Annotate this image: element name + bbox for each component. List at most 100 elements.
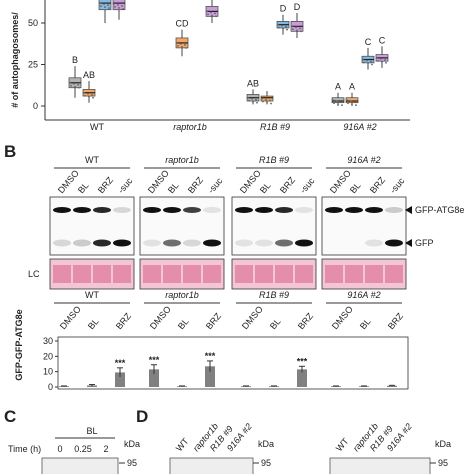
blot: [41, 457, 119, 474]
lane-label: BRZ: [368, 175, 388, 196]
jitter-point: [256, 101, 258, 104]
arrowhead: [405, 206, 412, 214]
treatment-label: BL: [176, 316, 191, 331]
jitter-point: [211, 14, 213, 17]
stain: [345, 265, 363, 283]
lane-label: -suc: [298, 175, 317, 195]
y-tick-label: 25: [28, 60, 38, 70]
significance-letter: B: [72, 55, 78, 65]
stain: [113, 265, 131, 283]
jitter-point: [296, 29, 298, 32]
jitter-point: [381, 60, 383, 63]
jitter-point: [371, 63, 373, 66]
band: [163, 239, 181, 247]
genotype-header: WT: [85, 290, 99, 300]
band: [143, 207, 161, 213]
bar: [149, 369, 159, 387]
jitter-point: [117, 4, 119, 6]
treatment-label: BRZ: [204, 311, 224, 332]
band-label: GFP: [415, 238, 434, 248]
jitter-point: [70, 84, 72, 87]
band: [53, 239, 71, 247]
stain: [275, 265, 293, 283]
significance: ***: [115, 358, 126, 368]
significance: ***: [297, 356, 308, 366]
lane-label: BL: [258, 180, 273, 195]
stain: [183, 265, 201, 283]
genotype-header: 916A #2: [347, 155, 380, 165]
lane-label: BL: [348, 180, 363, 195]
lane-label: DMSO: [328, 168, 353, 195]
jitter-point: [121, 5, 123, 7]
y-axis-label: # of autophagosomes/: [10, 12, 20, 108]
jitter-point: [92, 96, 94, 99]
significance-letter: D: [280, 4, 287, 14]
lane-label: BL: [166, 180, 181, 195]
significance-letter: AB: [83, 70, 95, 80]
stain: [163, 265, 181, 283]
band: [235, 239, 253, 247]
treatment-label: DMSO: [148, 304, 173, 331]
y-tick-label: 50: [28, 18, 38, 28]
stain: [93, 265, 111, 283]
jitter-point: [282, 27, 284, 30]
jitter-point: [347, 102, 349, 105]
jitter-point: [299, 27, 301, 30]
lane-label: DMSO: [56, 168, 81, 195]
lane-label: -suc: [206, 175, 225, 195]
jitter-point: [362, 58, 364, 61]
jitter-point: [255, 98, 257, 101]
band: [163, 207, 181, 213]
significance-letter: C: [365, 37, 372, 47]
marker-label: 95: [261, 458, 271, 468]
jitter-point: [278, 26, 280, 29]
lane-label: BRZ: [96, 175, 116, 196]
jitter-point: [114, 6, 116, 8]
jitter-point: [181, 46, 183, 48]
box: [331, 97, 345, 104]
treatment-label: BRZ: [114, 311, 134, 332]
jitter-point: [380, 57, 382, 60]
jitter-point: [104, 6, 106, 8]
band: [385, 239, 403, 247]
jitter-point: [176, 42, 178, 44]
category-label: raptor1b: [173, 122, 207, 132]
significance-letter: AB: [247, 78, 259, 88]
blot: [329, 457, 431, 474]
jitter-point: [336, 100, 338, 103]
time-value: 2: [103, 444, 108, 454]
jitter-point: [113, 3, 115, 5]
jitter-point: [108, 7, 110, 9]
band: [345, 207, 363, 213]
jitter-point: [350, 100, 352, 103]
lane-label: -suc: [388, 175, 407, 195]
jitter-point: [184, 44, 186, 46]
jitter-point: [337, 103, 339, 106]
jitter-point: [351, 103, 353, 106]
genotype-header: R1B #9: [259, 155, 289, 165]
jitter-point: [177, 45, 179, 47]
jitter-point: [281, 24, 283, 27]
band: [255, 207, 273, 213]
band-label: GFP-ATG8e: [415, 205, 464, 215]
stain: [295, 265, 313, 283]
jitter-point: [367, 62, 369, 65]
lane-label: BRZ: [278, 175, 298, 196]
loading-label: LC: [28, 269, 40, 279]
jitter-point: [384, 58, 386, 61]
jitter-point: [69, 81, 71, 84]
jitter-point: [78, 86, 80, 89]
bar: [205, 366, 215, 387]
jitter-point: [88, 95, 90, 98]
bar: [387, 385, 397, 387]
y-axis-label: GFP-GFP-ATG8e: [14, 309, 24, 380]
band: [325, 207, 343, 213]
lane-label: BRZ: [186, 175, 206, 196]
significance-letter: C: [379, 35, 386, 45]
treatment-label: BL: [358, 316, 373, 331]
bar: [269, 386, 279, 387]
band: [275, 207, 293, 213]
jitter-point: [251, 97, 253, 100]
significance-letter: A: [349, 82, 355, 92]
jitter-point: [366, 59, 368, 62]
